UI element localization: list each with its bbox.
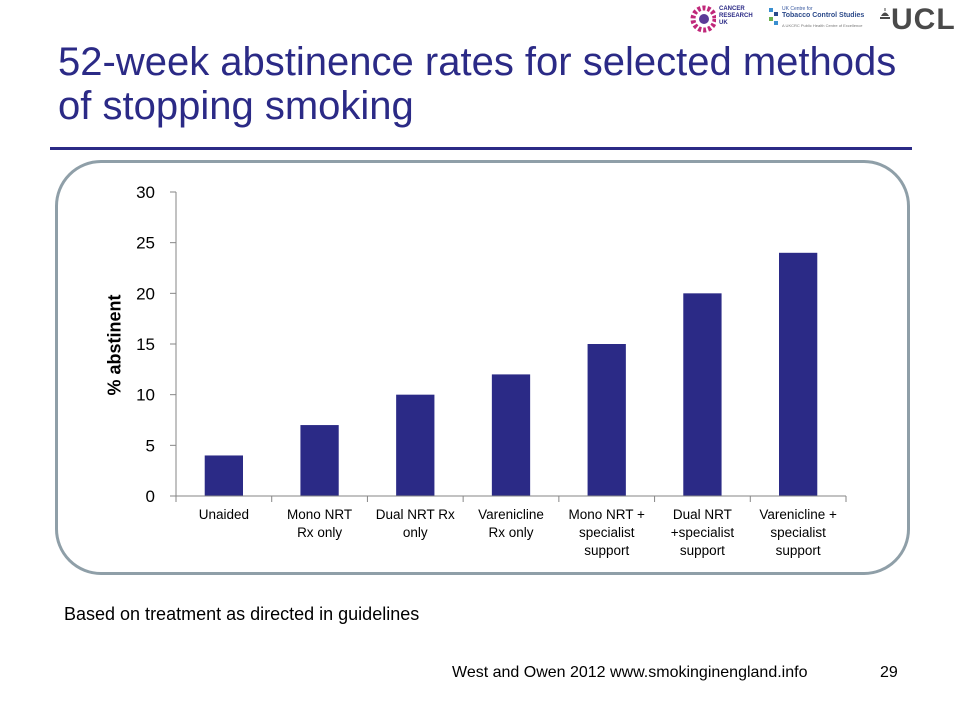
x-tick-label-line: Rx only xyxy=(297,525,342,540)
bar xyxy=(683,293,722,496)
y-axis-label: % abstinent xyxy=(104,294,125,396)
y-tick-label: 20 xyxy=(136,284,155,303)
bar xyxy=(396,394,435,496)
x-tick-label-line: Mono NRT xyxy=(287,507,352,522)
uktcs-mark-icon xyxy=(769,8,778,25)
cancer-research-uk-logo: CANCER RESEARCH UK xyxy=(690,4,762,34)
y-tick-label: 10 xyxy=(136,386,155,405)
uktcs-line1: UK Centre for xyxy=(782,6,813,12)
bars-group xyxy=(204,252,818,496)
x-tick-label-line: only xyxy=(403,525,428,540)
chart-frame xyxy=(55,160,910,575)
y-tick-label: 15 xyxy=(136,335,155,354)
y-tick-labels-group: 0 5 10 15 20 25 30 xyxy=(136,183,155,506)
uk-tobacco-control-studies-logo: UK Centre for Tobacco Control Studies A … xyxy=(768,6,868,34)
ucl-dome-icon xyxy=(880,8,890,19)
x-tick-label-line: Mono NRT + xyxy=(569,507,646,522)
footnote: Based on treatment as directed in guidel… xyxy=(64,604,420,624)
y-tick-label: 5 xyxy=(146,436,155,455)
x-tick-label-line: specialist xyxy=(770,525,826,540)
cruk-text-line: UK xyxy=(719,20,728,26)
x-tick-label-line: Unaided xyxy=(199,507,249,522)
x-tick-label: Mono NRT + specialist support xyxy=(569,507,646,558)
axes-group xyxy=(170,191,847,502)
x-tick-label-line: support xyxy=(776,543,821,558)
bar xyxy=(300,425,339,496)
x-tick-labels-group: Unaided Mono NRT Rx only Dual NRT Rx only Var… xyxy=(199,507,837,558)
x-tick-label: Dual NRT +specialist support xyxy=(671,507,735,558)
x-tick-label-line: Rx only xyxy=(488,525,533,540)
x-tick-label-line: support xyxy=(680,543,725,558)
bar xyxy=(779,252,818,496)
bar xyxy=(587,344,626,496)
x-tick-label-line: support xyxy=(584,543,629,558)
x-tick-label-line: Varenicline + xyxy=(759,507,837,522)
slide-title: 52-week abstinence rates for selected me… xyxy=(58,40,897,128)
cruk-mark-icon xyxy=(690,5,716,33)
cruk-text-line: RESEARCH xyxy=(719,13,753,19)
x-tick-label-line: +specialist xyxy=(671,525,735,540)
x-tick-label-line: specialist xyxy=(579,525,635,540)
cruk-text-line: CANCER xyxy=(719,6,745,12)
x-tick-label-line: Dual NRT Rx xyxy=(376,507,455,522)
bar xyxy=(491,374,531,496)
page-number: 29 xyxy=(880,664,898,681)
y-tick-label: 30 xyxy=(136,183,155,202)
title-divider xyxy=(50,147,912,150)
y-axis-label-container: % abstinent xyxy=(95,270,135,420)
ucl-logo-text: UCL xyxy=(891,3,956,36)
x-tick-label: Varenicline + specialist support xyxy=(759,507,837,558)
y-tick-label: 25 xyxy=(136,234,155,253)
x-tick-label: Dual NRT Rx only xyxy=(376,507,455,540)
uktcs-line3: A UKCRC Public Health Centre of Excellen… xyxy=(782,23,863,28)
header-logos: CANCER RESEARCH UK UK Centre for Tobacco… xyxy=(690,0,960,40)
x-tick-label-line: Varenicline xyxy=(478,507,544,522)
x-tick-label: Unaided xyxy=(199,507,249,522)
uktcs-line2: Tobacco Control Studies xyxy=(782,12,865,19)
x-tick-label: Varenicline Rx only xyxy=(478,507,544,540)
x-tick-label: Mono NRT Rx only xyxy=(287,507,352,540)
bar xyxy=(204,455,243,496)
x-tick-label-line: Dual NRT xyxy=(673,507,732,522)
ucl-logo: UCL xyxy=(877,0,960,40)
y-tick-label: 0 xyxy=(146,487,155,506)
source-credit: West and Owen 2012 www.smokinginengland.… xyxy=(452,664,808,681)
